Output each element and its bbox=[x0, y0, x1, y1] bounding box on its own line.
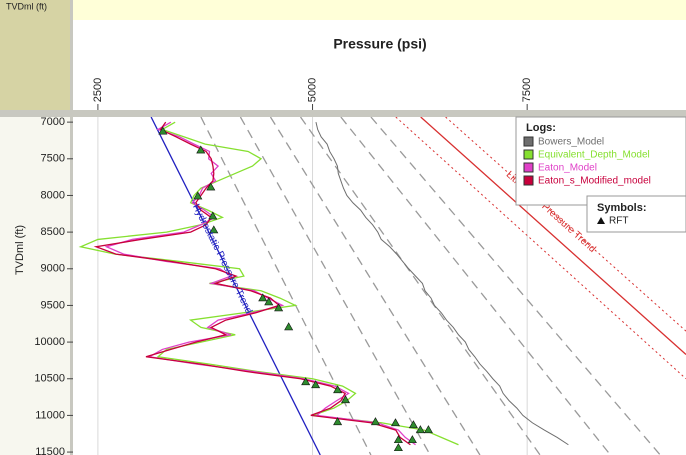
legend-label: Equivalent_Depth_Model bbox=[538, 150, 650, 161]
rft-point bbox=[196, 145, 206, 154]
rft-point bbox=[390, 418, 400, 427]
corner-panel bbox=[0, 0, 72, 112]
log-curve bbox=[315, 122, 569, 446]
rft-point bbox=[264, 297, 274, 306]
header bbox=[72, 20, 686, 112]
rft-point bbox=[423, 425, 433, 434]
log-curve bbox=[104, 121, 416, 446]
legend-swatch bbox=[523, 136, 534, 147]
trend-bound bbox=[445, 117, 686, 332]
rft-point bbox=[209, 225, 219, 234]
symbols-title: Symbols: bbox=[597, 202, 647, 214]
rft-point bbox=[158, 126, 168, 135]
y-tick-label: 8000 bbox=[41, 189, 65, 201]
header-strip bbox=[72, 0, 686, 20]
trend-bound bbox=[395, 117, 686, 380]
header-separator bbox=[0, 110, 686, 117]
legend-label: Eaton_Model bbox=[538, 163, 597, 174]
chart-title: Pressure (psi) bbox=[333, 36, 426, 52]
legend-title: Logs: bbox=[526, 122, 556, 134]
legend-label: Eaton_s_Modified_model bbox=[538, 176, 651, 187]
symbols-box bbox=[586, 195, 686, 233]
y-tick-label: 10500 bbox=[34, 373, 65, 385]
y-tick-label: 11500 bbox=[35, 446, 65, 455]
left-separator bbox=[70, 0, 73, 455]
rft-point bbox=[301, 377, 311, 386]
rft-point bbox=[284, 322, 294, 331]
x-tick-label: 5000 bbox=[306, 78, 318, 102]
rft-point bbox=[370, 417, 380, 426]
rft-point bbox=[408, 420, 418, 429]
legend-swatch bbox=[523, 162, 534, 173]
rft-point bbox=[415, 425, 425, 434]
rft-point bbox=[407, 435, 417, 444]
legend-symbol-label: RFT bbox=[609, 216, 628, 227]
rft-point bbox=[333, 385, 343, 394]
gradient-line bbox=[239, 117, 431, 455]
rft-point bbox=[274, 303, 284, 312]
legend-swatch bbox=[523, 175, 534, 186]
x-tick-label: 2500 bbox=[92, 78, 104, 102]
rft-point bbox=[340, 395, 351, 404]
y-tick-label: 10000 bbox=[34, 336, 65, 348]
x-tick-label: 7500 bbox=[521, 78, 533, 102]
rft-point bbox=[311, 380, 321, 389]
trend-line bbox=[420, 117, 686, 356]
y-tick-label: 11000 bbox=[35, 409, 65, 421]
rft-point bbox=[193, 191, 203, 200]
rft-point bbox=[258, 293, 268, 302]
corner-label: TVDml (ft) bbox=[6, 1, 47, 11]
legend-box bbox=[515, 116, 686, 206]
rft-point bbox=[206, 182, 216, 191]
y-tick-label: 8500 bbox=[41, 226, 65, 238]
gradient-line bbox=[269, 117, 481, 455]
rft-point bbox=[333, 417, 343, 426]
log-curve bbox=[93, 121, 411, 446]
y-axis-title: TVDml (ft) bbox=[14, 225, 26, 275]
rft-point bbox=[208, 211, 218, 220]
legend-swatch bbox=[523, 149, 534, 160]
trend-label: Hydrostatic Pressure Trend bbox=[190, 202, 254, 315]
trend-line bbox=[150, 117, 321, 455]
rft-point bbox=[393, 435, 403, 444]
legend-label: Bowers_Model bbox=[538, 137, 604, 148]
gradient-line bbox=[299, 117, 541, 455]
y-tick-label: 7000 bbox=[41, 116, 65, 128]
y-tick-label: 9500 bbox=[41, 299, 65, 311]
log-curve bbox=[78, 121, 459, 446]
legend-symbol bbox=[597, 217, 605, 224]
gradient-line bbox=[340, 117, 611, 455]
rft-point bbox=[393, 443, 403, 452]
y-tick-label: 7500 bbox=[41, 153, 65, 165]
y-tick-label: 9000 bbox=[41, 263, 65, 275]
